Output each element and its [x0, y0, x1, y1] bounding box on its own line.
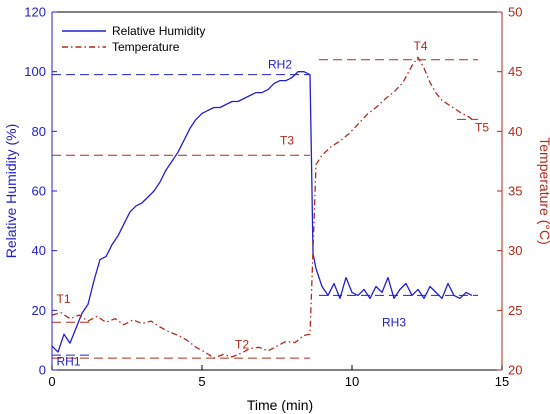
- left-y-tick-label: 80: [32, 124, 46, 139]
- annotation-rh3: RH3: [382, 316, 406, 330]
- annotation-t5: T5: [475, 120, 489, 134]
- annotation-t4: T4: [414, 39, 428, 53]
- annotation-rh2: RH2: [268, 58, 292, 72]
- x-axis-title: Time (min): [247, 397, 313, 413]
- left-y-tick-label: 100: [24, 64, 46, 79]
- reference-lines: [52, 59, 478, 359]
- x-tick-label: 10: [345, 374, 359, 389]
- right-y-tick-label: 35: [508, 184, 522, 199]
- legend-label-relative-humidity: Relative Humidity: [112, 24, 205, 38]
- x-tick-label: 15: [495, 374, 509, 389]
- right-y-tick-label: 50: [508, 5, 522, 20]
- annotation-t1: T1: [57, 292, 71, 306]
- axes: 0 5 10 15 0 20 40 60 80 100 120 20 25 30 35 40 45 50: [24, 5, 522, 390]
- legend: Relative Humidity Temperature: [58, 18, 218, 58]
- right-y-tick-label: 45: [508, 64, 522, 79]
- series-line-relative-humidity: [51, 71, 473, 353]
- series-line-temperature: [51, 56, 473, 359]
- series-lines: [51, 56, 473, 359]
- left-y-tick-label: 40: [32, 243, 46, 258]
- legend-label-temperature: Temperature: [112, 40, 180, 54]
- left-y-tick-label: 60: [32, 184, 46, 199]
- annotation-rh1: RH1: [57, 355, 81, 369]
- annotation-t2: T2: [235, 338, 249, 352]
- right-y-axis-title: Temperature (°C): [537, 137, 550, 245]
- right-y-tick-label: 25: [508, 303, 522, 318]
- legend-box: [58, 18, 218, 58]
- plot-area: [52, 12, 502, 370]
- annotation-t3: T3: [280, 133, 294, 147]
- x-tick-label: 5: [198, 374, 205, 389]
- annotations: RH1 RH2 RH3 T1 T2 T3 T4 T5: [57, 39, 490, 368]
- left-y-tick-label: 0: [39, 363, 46, 378]
- x-tick-label: 0: [48, 374, 55, 389]
- left-y-tick-label: 20: [32, 303, 46, 318]
- right-y-tick-label: 20: [508, 363, 522, 378]
- right-y-tick-label: 30: [508, 243, 522, 258]
- plot-background: [52, 12, 502, 370]
- left-y-tick-label: 120: [24, 5, 46, 20]
- right-y-tick-label: 40: [508, 124, 522, 139]
- left-y-axis-title: Relative Humidity (%): [3, 124, 19, 259]
